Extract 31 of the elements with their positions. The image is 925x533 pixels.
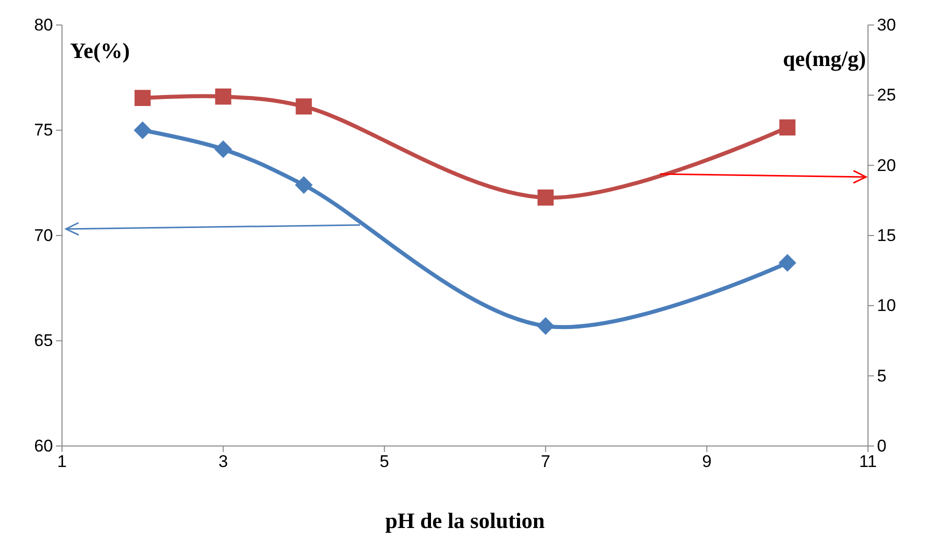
y2-tick-label: 25	[877, 86, 896, 105]
y-tick-label: 75	[34, 120, 53, 140]
y2-tick-label: 15	[877, 226, 896, 245]
point	[779, 119, 796, 136]
x-tick-label: 7	[540, 452, 550, 472]
y2-tick-label: 30	[877, 15, 896, 34]
x-tick-label: 5	[380, 452, 390, 472]
y2-tick-label: 10	[877, 296, 896, 316]
point	[538, 190, 554, 206]
point	[294, 176, 313, 194]
point	[778, 254, 796, 272]
y-tick-label: 80	[34, 15, 53, 34]
point	[296, 98, 312, 114]
x-tick-label: 9	[702, 452, 712, 472]
y2-tick-label: 20	[877, 156, 896, 175]
y-axis-title: Ye(%)	[70, 38, 130, 63]
x-tick-label: 3	[218, 452, 228, 472]
point	[214, 140, 232, 158]
y2-tick-label: 5	[877, 366, 886, 386]
y2-tick-label: 0	[877, 436, 886, 456]
x-axis-title: pH de la solution	[385, 508, 545, 533]
point	[134, 121, 152, 140]
x-tick-label: 11	[859, 452, 877, 472]
y2-axis-title: qe(mg/g)	[782, 46, 866, 71]
y-tick-label: 60	[34, 436, 53, 456]
point	[134, 90, 151, 106]
y-tick-label: 70	[34, 226, 53, 245]
y-tick-label: 65	[34, 331, 53, 350]
x-tick-label: 1	[57, 452, 67, 472]
point	[215, 88, 232, 105]
point	[536, 317, 554, 335]
